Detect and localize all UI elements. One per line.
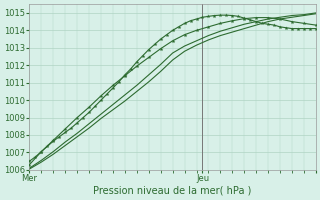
X-axis label: Pression niveau de la mer( hPa ): Pression niveau de la mer( hPa ) [93,186,252,196]
